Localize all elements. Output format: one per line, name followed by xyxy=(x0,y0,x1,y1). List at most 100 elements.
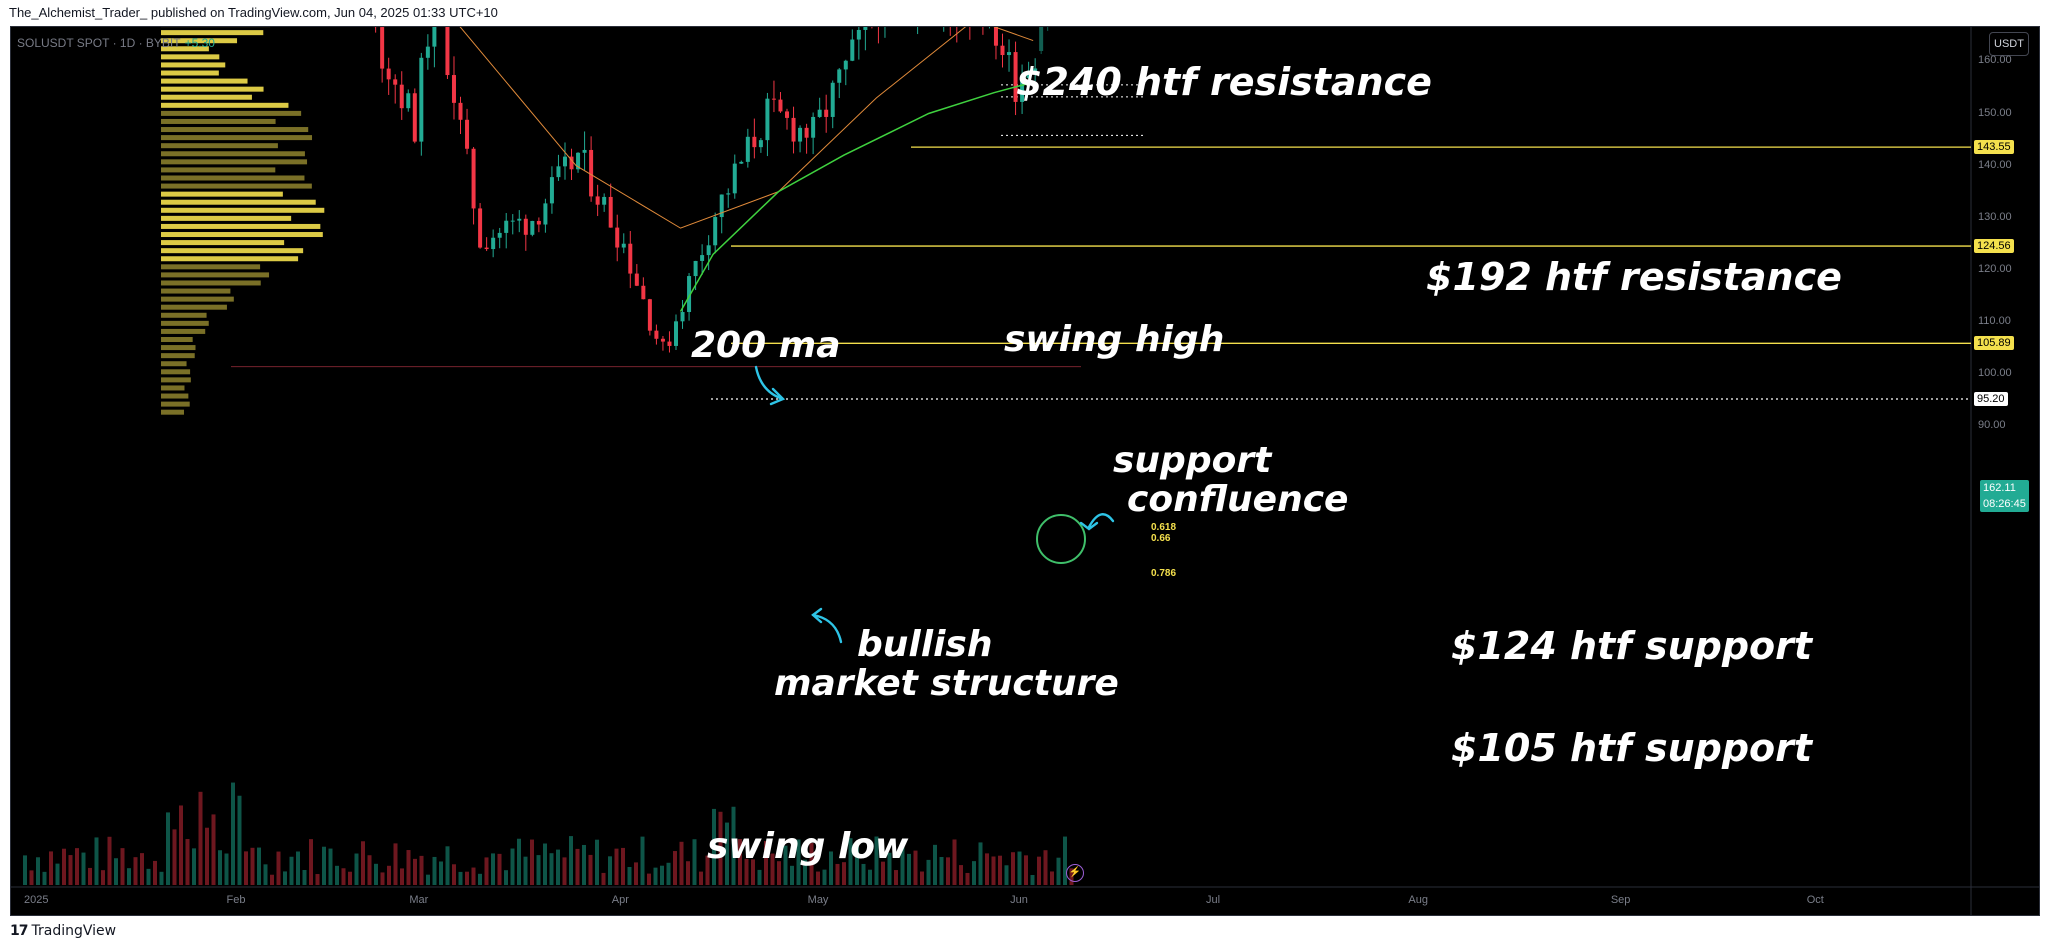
candle-body xyxy=(1007,52,1012,56)
candle-body xyxy=(804,127,809,138)
candle-body xyxy=(641,285,646,300)
volume-bar xyxy=(179,805,183,885)
candle-body xyxy=(1033,68,1038,73)
volume-bar xyxy=(185,839,190,885)
volume-bar xyxy=(107,836,112,885)
volume-profile-bar xyxy=(161,94,252,100)
candle-body xyxy=(1013,52,1018,102)
volume-bar xyxy=(952,839,957,885)
change-value: +5.30 xyxy=(184,36,215,50)
annotation-240-resistance: $240 htf resistance xyxy=(1016,60,1432,104)
candle-body xyxy=(386,68,391,80)
volume-bar xyxy=(380,872,385,885)
volume-profile-bar xyxy=(161,175,305,181)
volume-bar xyxy=(88,867,92,885)
volume-profile-bar xyxy=(161,143,278,149)
tradingview-logo[interactable]: 17 TradingView xyxy=(10,923,116,939)
volume-bar xyxy=(302,869,307,885)
candle-body xyxy=(595,196,600,205)
volume-bar xyxy=(62,848,66,885)
volume-bar xyxy=(601,872,606,885)
volume-bar xyxy=(926,859,931,885)
volume-profile-bar xyxy=(161,151,305,157)
candle-body xyxy=(667,341,672,346)
price-level-label: 124.56 xyxy=(1974,239,2014,254)
volume-bar xyxy=(530,839,534,885)
volume-profile-bar xyxy=(161,385,185,391)
volume-profile-bar xyxy=(161,127,309,133)
volume-profile-bar xyxy=(161,223,321,229)
volume-bar xyxy=(692,839,697,885)
volume-bar xyxy=(393,843,398,885)
volume-bar xyxy=(452,864,456,885)
volume-profile-bar xyxy=(161,62,226,68)
volume-bar xyxy=(595,839,599,885)
volume-bar xyxy=(829,851,833,885)
volume-bar xyxy=(822,869,827,885)
candle-body xyxy=(380,27,385,69)
volume-bar xyxy=(68,855,73,885)
candle-body xyxy=(615,227,620,248)
candle-body xyxy=(451,75,456,103)
price-tick: 110.00 xyxy=(1978,314,2011,327)
volume-bar xyxy=(848,838,853,885)
symbol-legend[interactable]: SOLUSDT SPOT · 1D · BYBIT +5.30 xyxy=(17,36,215,50)
lightning-icon[interactable]: ⚡ xyxy=(1066,864,1084,882)
volume-profile-bar xyxy=(161,240,285,246)
volume-bar xyxy=(458,871,463,885)
volume-bar xyxy=(881,861,885,885)
volume-bar xyxy=(588,854,593,885)
price-tick: 160.00 xyxy=(1978,54,2012,67)
volume-bar xyxy=(608,856,612,885)
volume-bar xyxy=(328,848,333,885)
chart-pane[interactable]: SOLUSDT SPOT · 1D · BYBIT +5.30 USDT 90.0… xyxy=(10,26,2040,916)
volume-bar xyxy=(1037,856,1041,885)
volume-profile-bar xyxy=(161,353,195,359)
volume-bar xyxy=(29,870,34,885)
volume-bar xyxy=(439,861,443,885)
volume-bar xyxy=(660,865,664,885)
time-tick: May xyxy=(807,894,829,906)
candle-body xyxy=(471,148,476,209)
candle-body xyxy=(706,245,711,256)
candle-body xyxy=(556,166,561,178)
candle-body xyxy=(634,273,639,286)
volume-bar xyxy=(478,873,482,885)
annotation-support: support xyxy=(1113,440,1272,481)
current-price-label: 162.11 08:26:45 xyxy=(1980,480,2029,512)
volume-bar xyxy=(231,782,235,885)
currency-button[interactable]: USDT xyxy=(1989,32,2029,56)
volume-bar xyxy=(23,855,27,885)
volume-bar xyxy=(497,853,502,885)
chart-canvas[interactable] xyxy=(11,27,2040,916)
publisher-text: The_Alchemist_Trader_ published on Tradi… xyxy=(9,5,498,20)
volume-bar xyxy=(666,862,671,885)
time-tick: Oct xyxy=(1806,894,1824,906)
bar-countdown: 08:26:45 xyxy=(1983,498,2026,510)
volume-profile-bar xyxy=(161,256,299,262)
candle-body xyxy=(752,136,757,148)
volume-bar xyxy=(133,857,138,885)
volume-bar xyxy=(549,853,554,885)
candle-body xyxy=(510,220,515,222)
volume-bar xyxy=(335,865,339,885)
volume-profile-bar xyxy=(161,280,261,286)
price-tick: 140.00 xyxy=(1978,158,2012,171)
volume-bar xyxy=(94,837,99,885)
candle-body xyxy=(719,194,724,218)
volume-bar xyxy=(640,836,645,885)
volume-bar xyxy=(1050,871,1054,885)
volume-bar xyxy=(146,868,151,885)
volume-bar xyxy=(874,836,879,885)
volume-profile-bar xyxy=(161,78,248,84)
candle-body xyxy=(1020,78,1025,102)
candle-body xyxy=(419,57,424,142)
candle-body xyxy=(830,82,835,117)
volume-bar xyxy=(543,843,547,885)
publisher-bar: The_Alchemist_Trader_ published on Tradi… xyxy=(0,0,2048,26)
volume-bar xyxy=(783,845,788,885)
volume-bar xyxy=(159,871,164,885)
volume-profile-bar xyxy=(161,102,289,108)
volume-profile-bar xyxy=(161,159,308,165)
symbol-info[interactable]: SOLUSDT SPOT · 1D · BYBIT xyxy=(17,36,181,50)
